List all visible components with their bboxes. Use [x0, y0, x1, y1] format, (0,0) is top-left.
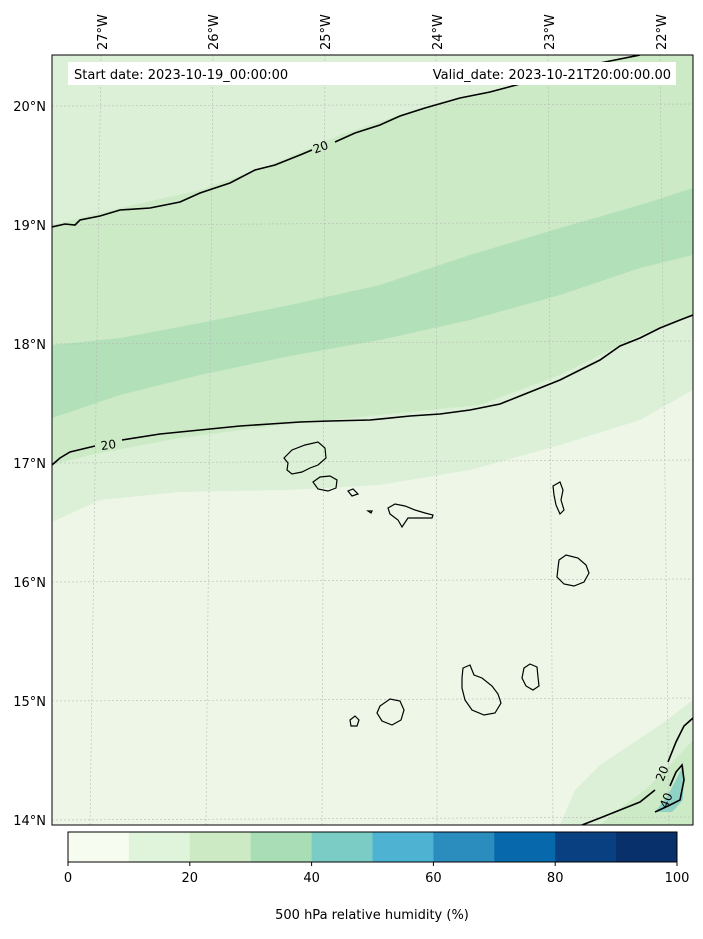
island-brava	[349, 715, 360, 727]
colorbar-cell	[433, 832, 495, 862]
contour-label: 20	[311, 138, 330, 156]
colorbar-cell	[372, 832, 434, 862]
contour-20-middle	[52, 314, 693, 466]
colorbar-cells	[68, 832, 678, 862]
contour-20-southeast	[581, 717, 693, 825]
start-date-text: Start date: 2023-10-19_00:00:00	[74, 68, 288, 83]
lat-label: 17°N	[13, 457, 46, 472]
colorbar-cell	[311, 832, 373, 862]
colorbar-tick-label: 40	[303, 871, 320, 886]
island-santa-luzia	[347, 488, 360, 497]
colorbar-cell	[555, 832, 617, 862]
colorbar-cell	[189, 832, 252, 862]
gridlines	[52, 55, 693, 825]
lat-label: 20°N	[13, 100, 46, 115]
contour-label: 20	[653, 764, 672, 783]
colorbar-cell	[128, 832, 191, 862]
longitude-labels: 27°W 26°W 25°W 24°W 23°W 22°W	[96, 14, 670, 50]
lon-label: 27°W	[96, 14, 111, 50]
island-sal	[552, 481, 565, 516]
map-frame	[51, 54, 694, 826]
colorbar-tick-label: 20	[182, 871, 199, 886]
island-santiago	[461, 664, 502, 716]
lat-label: 15°N	[13, 695, 46, 710]
colorbar-cell	[494, 832, 556, 862]
island-santo-antao	[283, 441, 327, 475]
colorbar-ticks	[67, 862, 678, 866]
lat-label: 16°N	[13, 576, 46, 591]
island-fogo	[376, 698, 405, 726]
humidity-band-30-40	[52, 188, 693, 418]
humidity-patch-southeast-40-50	[655, 765, 684, 812]
island-branco	[366, 510, 373, 514]
contour-label: 20	[100, 437, 117, 453]
coastlines	[283, 441, 590, 727]
colorbar-tick-labels: 0 20 40 60 80 100	[64, 871, 690, 886]
colorbar-cell	[68, 832, 130, 862]
colorbar-cell	[616, 832, 678, 862]
island-sao-nicolau	[387, 503, 434, 529]
colorbar-tick-label: 0	[64, 871, 72, 886]
colorbar-tick-label: 60	[425, 871, 442, 886]
lat-label: 19°N	[13, 219, 46, 234]
lon-label: 25°W	[319, 14, 334, 50]
lat-label: 18°N	[13, 338, 46, 353]
latitude-labels: 20°N 19°N 18°N 17°N 16°N 15°N 14°N	[13, 100, 46, 829]
island-maio	[521, 663, 540, 691]
map-panel: 20 20 20 40 Start date: 2023-10-19_00:00…	[52, 55, 693, 825]
island-sao-vicente	[312, 475, 338, 492]
colorbar-tick-label: 80	[547, 871, 564, 886]
valid-date-text: Valid_date: 2023-10-21T20:00:00.00	[433, 68, 671, 83]
colorbar-frame	[67, 831, 678, 863]
colorbar-label: 500 hPa relative humidity (%)	[275, 908, 469, 923]
lon-label: 22°W	[655, 14, 670, 50]
lon-label: 26°W	[207, 14, 222, 50]
contour-label: 40	[657, 791, 676, 810]
island-boa-vista	[556, 554, 590, 587]
contour-40-southeast	[654, 763, 685, 813]
colorbar-tick-label: 100	[665, 871, 690, 886]
lon-label: 23°W	[543, 14, 558, 50]
header-box	[68, 62, 676, 85]
lon-label: 24°W	[431, 14, 446, 50]
lat-label: 14°N	[13, 814, 46, 829]
colorbar-cell	[250, 832, 313, 862]
colorbar: 0 20 40 60 80 100 500 hPa relative humid…	[64, 831, 690, 923]
